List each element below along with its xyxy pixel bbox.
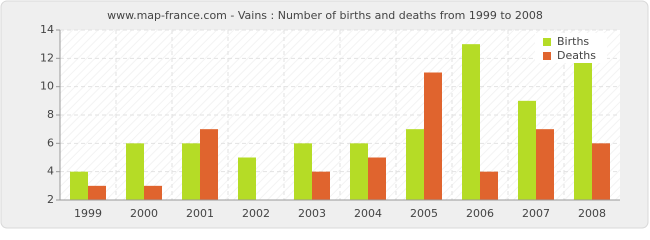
bar xyxy=(350,143,368,200)
bar xyxy=(182,143,200,200)
legend-swatch xyxy=(543,38,551,46)
bar xyxy=(462,44,480,200)
legend-swatch xyxy=(543,52,551,60)
y-tick-label: 8 xyxy=(47,108,54,121)
x-tick-label: 2001 xyxy=(186,207,214,220)
bar xyxy=(126,143,144,200)
x-tick-label: 2007 xyxy=(522,207,550,220)
x-tick-label: 2006 xyxy=(466,207,494,220)
bar xyxy=(406,129,424,200)
x-tick-label: 2000 xyxy=(130,207,158,220)
x-tick-label: 2002 xyxy=(242,207,270,220)
y-tick-label: 10 xyxy=(40,80,54,93)
legend-label: Deaths xyxy=(557,49,596,62)
y-tick-label: 6 xyxy=(47,136,54,149)
bar xyxy=(592,143,610,200)
bar xyxy=(518,100,536,200)
bar xyxy=(480,171,498,200)
bar xyxy=(88,185,106,200)
x-tick-label: 2005 xyxy=(410,207,438,220)
x-tick-label: 2004 xyxy=(354,207,382,220)
bar xyxy=(536,129,554,200)
y-tick-label: 12 xyxy=(40,51,54,64)
x-tick-label: 1999 xyxy=(74,207,102,220)
bar xyxy=(294,143,312,200)
chart-title: www.map-france.com - Vains : Number of b… xyxy=(107,9,543,22)
bar xyxy=(424,72,442,200)
chart: www.map-france.com - Vains : Number of b… xyxy=(0,0,649,229)
x-tick-label: 2008 xyxy=(578,207,606,220)
y-tick-label: 2 xyxy=(47,193,54,206)
bar xyxy=(200,129,218,200)
bar xyxy=(574,58,592,201)
bar xyxy=(368,157,386,200)
bar xyxy=(144,185,162,200)
y-tick-label: 4 xyxy=(47,165,54,178)
bar xyxy=(312,171,330,200)
bar xyxy=(238,157,256,200)
x-tick-label: 2003 xyxy=(298,207,326,220)
y-tick-label: 14 xyxy=(40,23,54,36)
legend-label: Births xyxy=(557,35,589,48)
bar xyxy=(70,171,88,200)
